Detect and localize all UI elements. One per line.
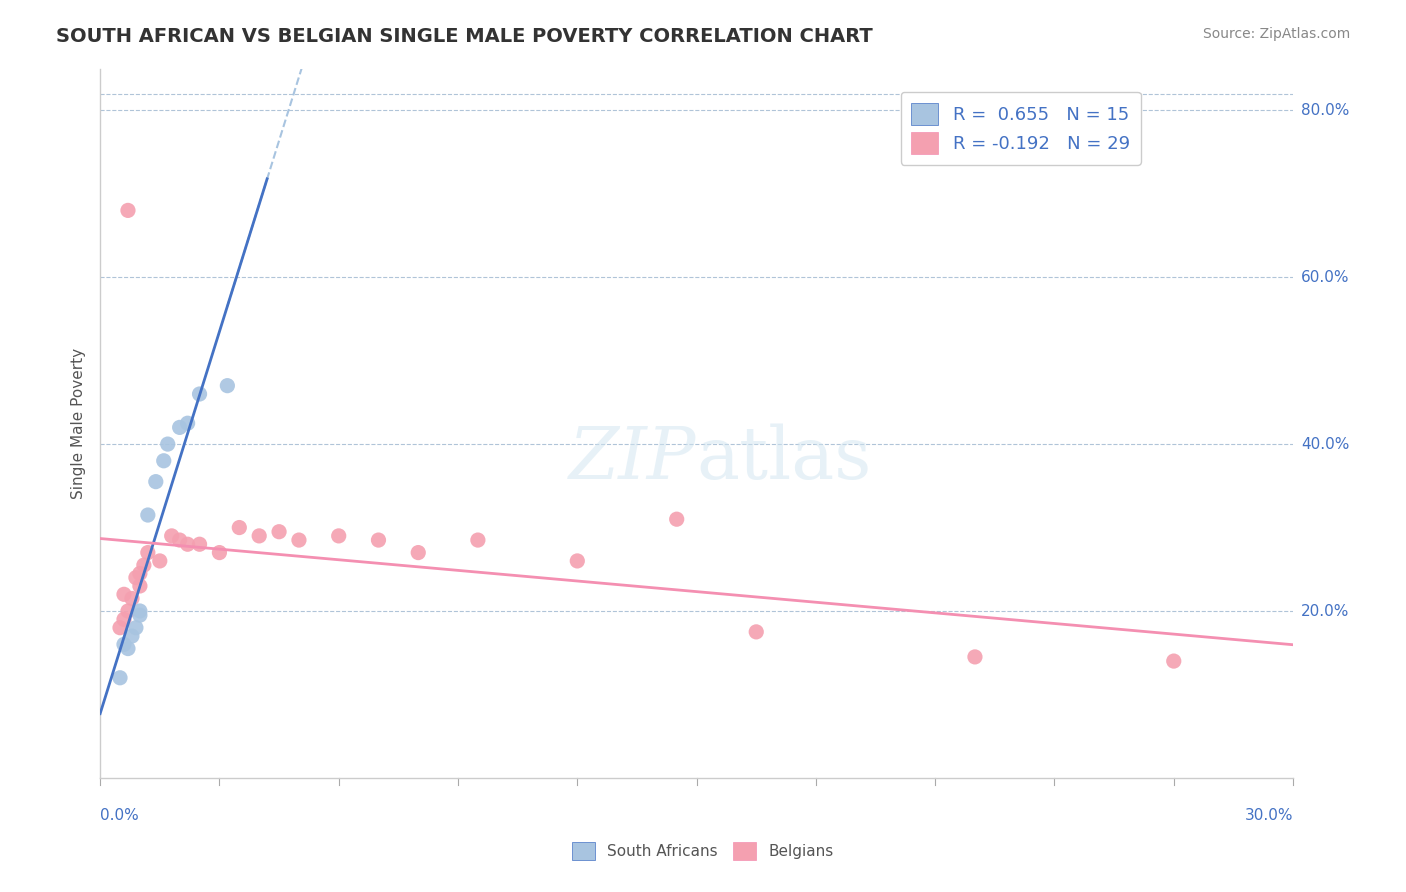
Point <box>132 558 155 573</box>
Text: ZIP: ZIP <box>569 424 696 494</box>
Point <box>136 508 159 522</box>
Point <box>288 533 311 547</box>
Point <box>152 454 174 468</box>
Point <box>328 529 350 543</box>
Point <box>169 533 191 547</box>
Point <box>217 378 239 392</box>
Text: atlas: atlas <box>696 424 872 494</box>
Point <box>176 537 198 551</box>
Point <box>188 387 211 401</box>
Point <box>406 545 429 559</box>
Y-axis label: Single Male Poverty: Single Male Poverty <box>72 348 86 499</box>
Point <box>1163 654 1185 668</box>
Point <box>117 641 139 656</box>
Point <box>117 604 139 618</box>
Point <box>112 612 135 626</box>
Point <box>745 624 768 639</box>
Point <box>125 621 148 635</box>
Text: Source: ZipAtlas.com: Source: ZipAtlas.com <box>1202 27 1350 41</box>
Point <box>160 529 183 543</box>
Point <box>228 520 250 534</box>
Point <box>112 637 135 651</box>
Text: 60.0%: 60.0% <box>1301 269 1350 285</box>
Text: 20.0%: 20.0% <box>1301 604 1350 618</box>
Legend: R =  0.655   N = 15, R = -0.192   N = 29: R = 0.655 N = 15, R = -0.192 N = 29 <box>901 92 1140 165</box>
Point <box>117 203 139 218</box>
Point <box>121 591 143 606</box>
Text: 40.0%: 40.0% <box>1301 436 1350 451</box>
Point <box>136 545 159 559</box>
Point <box>169 420 191 434</box>
Text: SOUTH AFRICAN VS BELGIAN SINGLE MALE POVERTY CORRELATION CHART: SOUTH AFRICAN VS BELGIAN SINGLE MALE POV… <box>56 27 873 45</box>
Point <box>149 554 172 568</box>
Point <box>567 554 589 568</box>
Point <box>467 533 489 547</box>
Point <box>176 416 198 430</box>
Point <box>108 621 131 635</box>
Point <box>145 475 167 489</box>
Point <box>156 437 179 451</box>
Point <box>125 571 148 585</box>
Point <box>963 649 986 664</box>
Point <box>128 566 150 581</box>
Point <box>665 512 688 526</box>
Point <box>128 608 150 623</box>
Point <box>208 545 231 559</box>
Point <box>367 533 389 547</box>
Point <box>267 524 290 539</box>
Point <box>128 604 150 618</box>
Point <box>121 629 143 643</box>
Point <box>112 587 135 601</box>
Text: 30.0%: 30.0% <box>1244 808 1294 823</box>
Text: 80.0%: 80.0% <box>1301 103 1350 118</box>
Text: 0.0%: 0.0% <box>100 808 139 823</box>
Point <box>128 579 150 593</box>
Point <box>188 537 211 551</box>
Point <box>247 529 270 543</box>
Point <box>108 671 131 685</box>
Legend: South Africans, Belgians: South Africans, Belgians <box>567 836 839 866</box>
